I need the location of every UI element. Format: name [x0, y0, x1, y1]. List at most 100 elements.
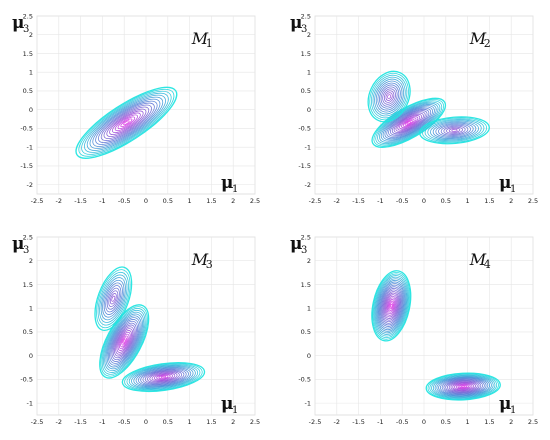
contour-line: [395, 113, 422, 132]
contour-line: [406, 121, 411, 125]
x-tick-label: -0.5: [118, 418, 131, 426]
y-tick-label: 0.5: [301, 328, 311, 336]
contour-line: [375, 100, 443, 146]
contour-line: [379, 284, 404, 327]
contour-line: [75, 86, 178, 159]
contour-line: [98, 102, 155, 143]
x-axis-label: μ: [499, 173, 511, 193]
contour-line: [381, 287, 402, 324]
contour-line: [94, 266, 133, 332]
contour-line: [121, 362, 206, 393]
model-label: M: [191, 250, 209, 269]
y-tick-label: 2: [307, 31, 311, 39]
contour-line: [380, 104, 437, 142]
y-tick-label: 2: [29, 257, 33, 265]
contour-line: [446, 126, 463, 134]
x-tick-label: -2.5: [31, 418, 44, 426]
contour-line: [376, 279, 406, 332]
contour-line: [427, 119, 482, 142]
contour-line: [450, 381, 476, 392]
x-tick-label: -1: [99, 197, 105, 205]
y-tick-label: 1: [29, 305, 33, 313]
contour-line: [112, 324, 136, 359]
y-tick-label: 1.5: [301, 281, 311, 289]
x-tick-label: -2: [334, 418, 340, 426]
y-tick-label: 0.5: [23, 328, 33, 336]
contour-line: [140, 368, 187, 386]
x-axis-label: μ: [499, 394, 511, 414]
contour-line: [391, 111, 426, 135]
contour-line: [99, 304, 150, 379]
contour-line: [95, 100, 158, 145]
contour-line: [386, 297, 397, 315]
x-tick-label: -1.5: [74, 418, 87, 426]
y-axis-label: μ: [12, 234, 24, 254]
x-tick-label: 0.5: [441, 418, 451, 426]
chart-panel-1: -2.5 -2 -1.5 -1 -0.5 0 0.5 1 1.5 2 2.5 -2 -1.5 -1 -0.5…: [12, 12, 260, 205]
x-tick-label: 0.5: [441, 197, 451, 205]
contour-group: [75, 86, 178, 159]
y-axis-label-sub: 3: [23, 245, 29, 256]
x-tick-label: -2: [56, 418, 62, 426]
contour-line: [104, 311, 145, 372]
contour-line: [379, 84, 400, 109]
y-axis-label: μ: [290, 13, 302, 33]
contour-line: [115, 328, 134, 355]
x-tick-label: 1.5: [484, 197, 494, 205]
x-tick-label: 1.5: [206, 418, 216, 426]
contour-line: [103, 282, 123, 315]
contour-line: [389, 302, 394, 310]
contour-line: [126, 363, 201, 391]
contour-line: [86, 94, 166, 151]
contour-line: [377, 82, 401, 111]
contour-line: [124, 363, 203, 391]
y-axis-label: μ: [290, 234, 302, 254]
contour-line: [399, 116, 419, 130]
x-axis-label: μ: [221, 173, 233, 193]
contour-line: [419, 116, 490, 145]
x-axis-label-sub: 1: [510, 405, 516, 416]
contour-line: [109, 293, 117, 305]
y-tick-label: 0.5: [23, 87, 33, 95]
contour-line: [96, 269, 131, 329]
contour-line: [106, 315, 142, 368]
contour-line: [369, 72, 409, 121]
contour-line: [121, 337, 128, 346]
contour-line: [375, 80, 403, 113]
contour-line: [375, 278, 407, 334]
contour-line: [149, 371, 178, 383]
contour-line: [382, 88, 396, 105]
y-axis-label-sub: 3: [301, 24, 307, 35]
x-tick-label: 0.5: [163, 197, 173, 205]
y-tick-label: 2: [29, 31, 33, 39]
y-tick-label: 0: [29, 352, 33, 360]
contour-line: [120, 335, 129, 348]
y-tick-label: 2.5: [23, 12, 33, 20]
contour-line: [122, 339, 126, 344]
contour-line: [153, 373, 173, 381]
contour-line: [380, 86, 398, 107]
x-tick-label: 2: [231, 418, 235, 426]
contour-line: [384, 294, 398, 318]
contour-line: [144, 370, 183, 384]
x-axis-label-sub: 1: [510, 184, 516, 195]
y-tick-label: -1.5: [20, 162, 33, 170]
y-tick-label: -2: [27, 181, 33, 189]
contour-line: [114, 114, 138, 132]
x-tick-label: -0.5: [396, 418, 409, 426]
contour-line: [120, 118, 133, 128]
contour-line: [111, 295, 116, 302]
x-tick-label: 2.5: [528, 418, 538, 426]
chart-panel-4: -2.5 -2 -1.5 -1 -0.5 0 0.5 1 1.5 2 2.5 -1 -0.5 0 0.5 1 1…: [290, 233, 538, 426]
contour-line: [92, 98, 161, 147]
x-tick-label: 2.5: [250, 197, 260, 205]
contour-line: [429, 373, 498, 400]
contour-line: [383, 90, 395, 103]
y-tick-label: -1: [305, 143, 311, 151]
contour-line: [131, 365, 196, 389]
contour-line: [388, 300, 395, 312]
contour-line: [378, 283, 405, 329]
contour-line: [107, 317, 141, 366]
contour-group: [94, 266, 206, 393]
contour-line: [445, 379, 482, 394]
